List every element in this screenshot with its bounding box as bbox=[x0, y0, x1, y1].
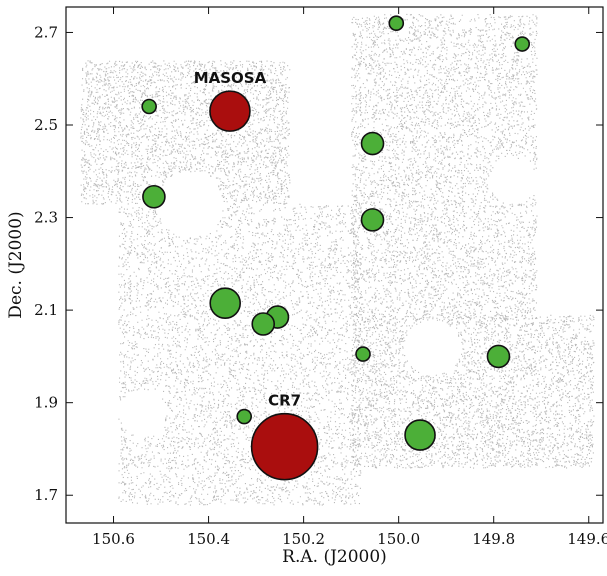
y-tick-label: 1.9 bbox=[34, 394, 58, 412]
field-dots bbox=[80, 13, 595, 506]
background-field bbox=[80, 13, 595, 506]
source-point bbox=[236, 408, 253, 425]
point-annotations: MASOSA CR7 bbox=[194, 69, 301, 410]
y-tick-label: 1.7 bbox=[34, 486, 58, 504]
x-tick-label: 150.2 bbox=[282, 530, 325, 548]
source-point bbox=[251, 312, 276, 336]
source-point bbox=[388, 15, 405, 31]
source-point bbox=[141, 98, 157, 115]
source-point bbox=[486, 344, 511, 369]
x-tick-label: 150.4 bbox=[187, 530, 230, 548]
data-points bbox=[141, 15, 531, 481]
x-tick-label: 150.0 bbox=[377, 530, 420, 548]
y-tick-label: 2.5 bbox=[34, 116, 58, 134]
highlight-point-masosa bbox=[209, 90, 251, 132]
y-tick-label: 2.1 bbox=[34, 301, 58, 319]
x-tick-label: 150.6 bbox=[92, 530, 135, 548]
y-tick-label: 2.3 bbox=[34, 209, 58, 227]
source-point bbox=[355, 346, 371, 362]
x-tick-label: 149.8 bbox=[472, 530, 515, 548]
source-point bbox=[209, 287, 241, 319]
point-label: MASOSA bbox=[194, 69, 267, 87]
source-point bbox=[142, 184, 166, 209]
x-tick-label: 149.6 bbox=[567, 530, 607, 548]
source-point bbox=[404, 419, 436, 451]
source-point bbox=[360, 131, 385, 156]
x-axis-title: R.A. (J2000) bbox=[282, 547, 387, 567]
axis-ticks: 150.6 150.4 150.2 150.0 149.8 149.6 1.7 1.9 2.1 2… bbox=[34, 7, 607, 548]
source-point bbox=[360, 208, 385, 232]
y-axis-title: Dec. (J2000) bbox=[6, 211, 26, 318]
point-label: CR7 bbox=[268, 392, 301, 410]
highlight-point-cr7 bbox=[250, 412, 319, 481]
y-tick-label: 2.7 bbox=[34, 23, 58, 41]
source-point bbox=[514, 36, 531, 52]
plot-frame bbox=[65, 6, 604, 524]
